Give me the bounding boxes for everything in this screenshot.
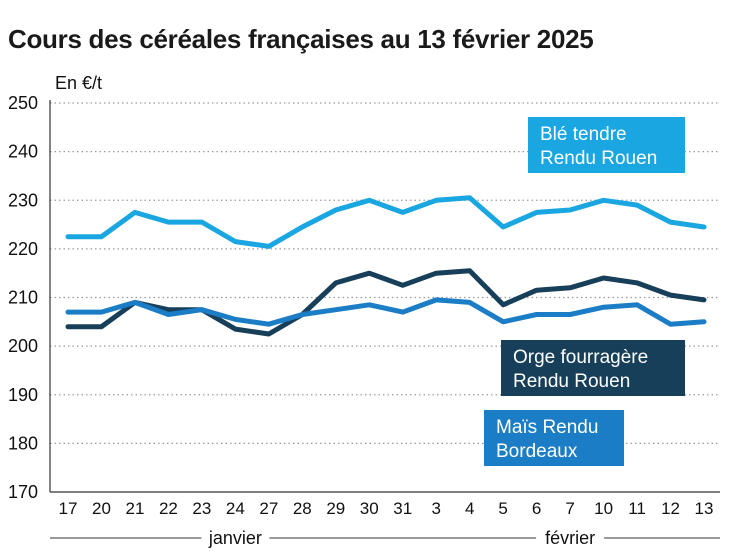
series-line-2 [65,297,707,327]
x-tick-label: 13 [695,499,714,518]
x-tick-label: 29 [326,499,345,518]
y-tick-label: 220 [8,239,38,259]
x-axis: 17 20 21 22 23 24 27 28 29 30 31 3 4 5 6 7 10 11 12 13 janvi… [50,499,720,548]
y-tick-label: 190 [8,385,38,405]
x-tick-label: 6 [532,499,541,518]
x-tick-label: 30 [360,499,379,518]
x-tick-label: 23 [192,499,211,518]
x-tick-label: 3 [431,499,440,518]
x-tick-label: 27 [259,499,278,518]
x-tick-label: 28 [293,499,312,518]
series-line-1 [65,268,707,337]
y-axis-unit: En €/t [55,73,102,93]
y-tick-label: 250 [8,93,38,113]
y-tick-label: 170 [8,482,38,502]
x-tick-label: 7 [565,499,574,518]
x-tick-label: 12 [661,499,680,518]
series-labels: Blé tendre Rendu Rouen Orge fourragère Rend… [484,117,685,466]
series-label-text: Rendu Rouen [513,371,630,392]
x-tick-label: 11 [628,499,646,518]
x-tick-label: 4 [465,499,474,518]
y-tick-label: 240 [8,142,38,162]
x-tick-label: 5 [498,499,507,518]
chart-title: Cours des céréales françaises au 13 févr… [8,24,594,54]
x-tick-label: 22 [159,499,178,518]
series-label-box [484,410,624,466]
x-tick-label: 21 [125,499,144,518]
y-tick-label: 200 [8,336,38,356]
x-tick-label: 20 [92,499,111,518]
series-label-text: Bordeaux [496,441,578,462]
y-tick-label: 230 [8,190,38,210]
month-label: février [545,528,595,548]
x-tick-label: 10 [594,499,613,518]
x-tick-label: 24 [226,499,245,518]
series-label-text: Blé tendre [540,124,627,145]
month-label: janvier [208,528,262,548]
series-label-text: Rendu Rouen [540,148,657,169]
x-tick-label: 31 [393,499,412,518]
axes: 170 180 190 200 210 220 230 240 250 En €/t [8,73,720,502]
y-tick-label: 210 [8,288,38,308]
x-tick-label: 17 [59,499,78,518]
series-label-box [528,117,685,173]
series-label-text: Orge fourragère [513,347,648,368]
series-lines [65,195,707,337]
y-tick-label: 180 [8,433,38,453]
series-label-text: Maïs Rendu [496,417,598,438]
series-line-0 [65,195,707,249]
series-label-box [501,340,685,396]
